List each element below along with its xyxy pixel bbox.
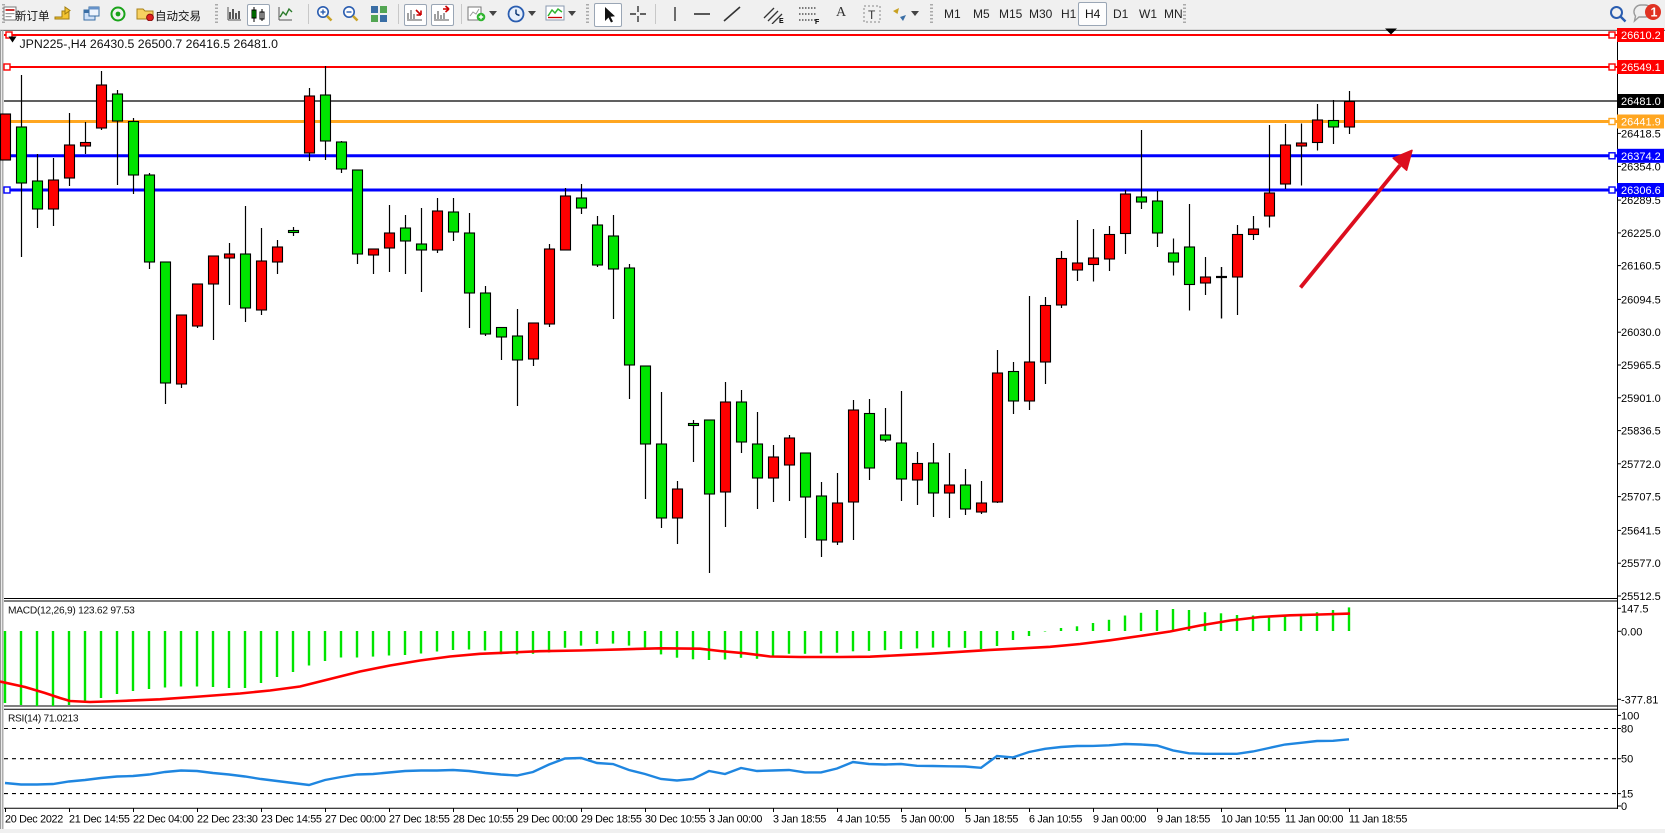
svg-text:27 Dec 18:55: 27 Dec 18:55 bbox=[389, 814, 450, 826]
svg-text:JPN225-,H4 26430.5 26500.7 26: JPN225-,H4 26430.5 26500.7 26416.5 26481… bbox=[20, 37, 279, 51]
svg-text:26289.5: 26289.5 bbox=[1621, 195, 1661, 207]
svg-text:25901.0: 25901.0 bbox=[1621, 393, 1661, 405]
svg-text:50: 50 bbox=[1621, 754, 1633, 766]
svg-text:26094.5: 26094.5 bbox=[1621, 294, 1661, 306]
svg-text:6 Jan 10:55: 6 Jan 10:55 bbox=[1029, 814, 1082, 826]
svg-text:26030.0: 26030.0 bbox=[1621, 327, 1661, 339]
svg-text:20 Dec 2022: 20 Dec 2022 bbox=[5, 814, 63, 826]
svg-text:25641.5: 25641.5 bbox=[1621, 525, 1661, 537]
svg-text:147.5: 147.5 bbox=[1621, 603, 1649, 615]
svg-text:25965.5: 25965.5 bbox=[1621, 360, 1661, 372]
svg-text:0.00: 0.00 bbox=[1621, 626, 1642, 638]
svg-text:9 Jan 00:00: 9 Jan 00:00 bbox=[1093, 814, 1146, 826]
svg-text:29 Dec 18:55: 29 Dec 18:55 bbox=[581, 814, 642, 826]
svg-text:30 Dec 10:55: 30 Dec 10:55 bbox=[645, 814, 706, 826]
svg-text:4 Jan 10:55: 4 Jan 10:55 bbox=[837, 814, 890, 826]
svg-text:28 Dec 10:55: 28 Dec 10:55 bbox=[453, 814, 514, 826]
svg-text:25772.0: 25772.0 bbox=[1621, 459, 1661, 471]
svg-text:T: T bbox=[868, 8, 876, 22]
svg-text:MACD(12,26,9) 123.62 97.53: MACD(12,26,9) 123.62 97.53 bbox=[8, 606, 135, 617]
svg-text:F: F bbox=[815, 19, 820, 24]
svg-text:21 Dec 14:55: 21 Dec 14:55 bbox=[69, 814, 130, 826]
svg-text:26306.6: 26306.6 bbox=[1621, 185, 1661, 197]
svg-text:0: 0 bbox=[1621, 801, 1627, 813]
svg-text:3 Jan 00:00: 3 Jan 00:00 bbox=[709, 814, 762, 826]
svg-text:22 Dec 23:30: 22 Dec 23:30 bbox=[197, 814, 258, 826]
svg-text:23 Dec 14:55: 23 Dec 14:55 bbox=[261, 814, 322, 826]
svg-text:26418.5: 26418.5 bbox=[1621, 128, 1661, 140]
svg-text:80: 80 bbox=[1621, 724, 1633, 736]
svg-text:26610.2: 26610.2 bbox=[1621, 30, 1661, 42]
svg-text:26225.0: 26225.0 bbox=[1621, 228, 1661, 240]
svg-text:10 Jan 10:55: 10 Jan 10:55 bbox=[1221, 814, 1280, 826]
svg-text:26441.9: 26441.9 bbox=[1621, 117, 1661, 129]
svg-text:22 Dec 04:00: 22 Dec 04:00 bbox=[133, 814, 194, 826]
svg-text:15: 15 bbox=[1621, 789, 1633, 801]
svg-text:100: 100 bbox=[1621, 710, 1639, 722]
svg-text:3 Jan 18:55: 3 Jan 18:55 bbox=[773, 814, 826, 826]
svg-text:25707.5: 25707.5 bbox=[1621, 492, 1661, 504]
svg-text:9 Jan 18:55: 9 Jan 18:55 bbox=[1157, 814, 1210, 826]
svg-text:RSI(14) 71.0213: RSI(14) 71.0213 bbox=[8, 714, 79, 725]
svg-text:26481.0: 26481.0 bbox=[1621, 96, 1661, 108]
svg-text:5 Jan 00:00: 5 Jan 00:00 bbox=[901, 814, 954, 826]
svg-text:-377.81: -377.81 bbox=[1621, 694, 1658, 706]
svg-text:29 Dec 00:00: 29 Dec 00:00 bbox=[517, 814, 578, 826]
svg-text:27 Dec 00:00: 27 Dec 00:00 bbox=[325, 814, 386, 826]
svg-text:25512.5: 25512.5 bbox=[1621, 591, 1661, 603]
svg-text:26549.1: 26549.1 bbox=[1621, 62, 1661, 74]
svg-text:26354.0: 26354.0 bbox=[1621, 161, 1661, 173]
svg-text:E: E bbox=[779, 18, 784, 24]
svg-text:26160.5: 26160.5 bbox=[1621, 261, 1661, 273]
svg-text:1: 1 bbox=[1651, 6, 1658, 20]
svg-text:11 Jan 00:00: 11 Jan 00:00 bbox=[1285, 814, 1343, 826]
svg-text:25577.0: 25577.0 bbox=[1621, 558, 1661, 570]
svg-text:5 Jan 18:55: 5 Jan 18:55 bbox=[965, 814, 1018, 826]
svg-text:11 Jan 18:55: 11 Jan 18:55 bbox=[1349, 814, 1407, 826]
svg-text:25836.5: 25836.5 bbox=[1621, 426, 1661, 438]
svg-text:26374.2: 26374.2 bbox=[1621, 151, 1661, 163]
